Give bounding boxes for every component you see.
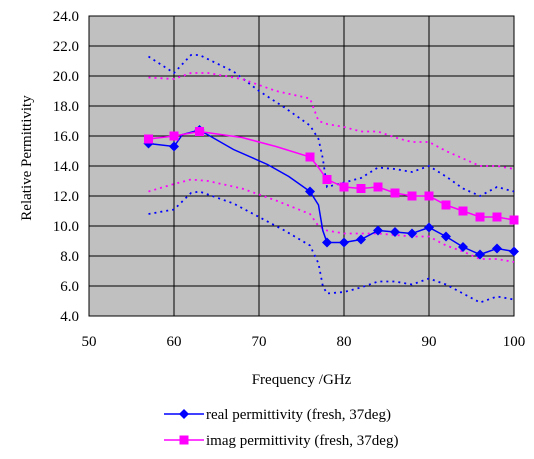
x-tick-label: 70 (252, 334, 267, 350)
series-0-point (407, 228, 417, 239)
series-1-point (373, 182, 383, 192)
y-tick-label: 6.0 (60, 279, 79, 295)
x-tick-label: 50 (82, 334, 97, 350)
x-axis-title: Frequency /GHz (252, 372, 352, 388)
x-tick-label: 100 (503, 334, 526, 350)
series-0-line (148, 129, 515, 256)
y-tick-labels: 4.0 6.0 8.0 10.0 12.0 14.0 16.0 18.0 20.0 22.0 24.… (53, 9, 79, 325)
series-1-point (509, 215, 519, 225)
series-0-point (475, 249, 485, 260)
legend-0-marker (179, 409, 189, 419)
series-1-point (458, 206, 468, 216)
y-tick-label: 18.0 (53, 99, 79, 115)
series-1-point (407, 191, 417, 201)
series-0-upper-bound (148, 54, 515, 197)
series-1-point (492, 212, 502, 222)
series-0-point (441, 231, 451, 242)
series-0-point (339, 237, 349, 248)
series-1-point (390, 188, 400, 198)
series-0-point (373, 225, 383, 236)
series-0-point (509, 246, 519, 257)
y-tick-label: 8.0 (60, 249, 79, 265)
x-tick-label: 80 (337, 334, 352, 350)
y-tick-label: 10.0 (53, 219, 79, 235)
y-tick-label: 4.0 (60, 309, 79, 325)
series-0-point (424, 222, 434, 233)
series-1-point (322, 175, 332, 184)
series-1-lower-bound (148, 178, 515, 263)
y-tick-label: 20.0 (53, 69, 79, 85)
x-tick-labels: 50 60 70 80 90 100 (82, 334, 526, 350)
legend-1-label: imag permittivity (fresh, 37deg) (206, 433, 398, 449)
series-0-point (322, 237, 332, 248)
series-0-point (492, 243, 502, 254)
series-1-point (305, 152, 315, 162)
y-axis-title: Relative Permittivity (19, 95, 35, 221)
series-1-upper-bound (148, 72, 515, 170)
bound-lines (148, 54, 515, 304)
gridlines (89, 16, 514, 316)
y-tick-label: 24.0 (53, 9, 79, 25)
x-tick-label: 60 (167, 334, 182, 350)
series-0-point (169, 141, 179, 152)
series-1-point (475, 212, 485, 222)
x-tick-label: 90 (422, 334, 437, 350)
series-1-point (356, 184, 366, 193)
series-1-point (144, 134, 153, 144)
series-1-point (339, 182, 349, 192)
series-0-point (305, 186, 315, 197)
y-tick-label: 14.0 (53, 159, 79, 175)
y-tick-label: 12.0 (53, 189, 79, 205)
y-tick-label: 22.0 (53, 39, 79, 55)
series-1-point (441, 200, 451, 210)
series-1-point (424, 191, 434, 201)
series-0-lower-bound (148, 190, 515, 304)
series-markers (143, 125, 519, 260)
series-1-point (195, 127, 204, 136)
legend-1-marker (179, 435, 189, 445)
series-0-point (458, 242, 468, 252)
y-tick-label: 16.0 (53, 129, 79, 145)
series-1-point (169, 131, 179, 141)
series-0-point (356, 234, 366, 245)
legend: real permittivity (fresh, 37deg) imag per… (164, 407, 398, 449)
series-0-point (390, 227, 400, 237)
legend-0-label: real permittivity (fresh, 37deg) (206, 407, 391, 423)
